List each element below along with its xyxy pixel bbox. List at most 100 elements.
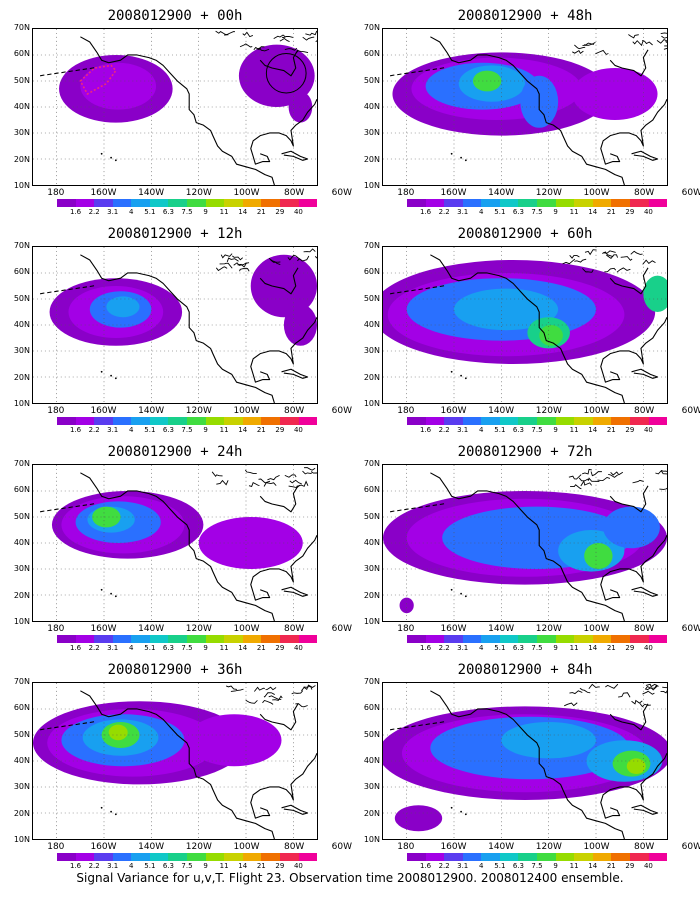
colorbar-level: 21: [256, 644, 266, 652]
island-outline: [582, 41, 596, 46]
island-outline: [263, 692, 275, 698]
colorbar-swatch: [298, 417, 318, 425]
variance-contour: [603, 506, 660, 549]
aleutian-island: [390, 74, 395, 77]
island-outline: [245, 699, 258, 704]
coastline-cuba: [281, 368, 309, 379]
map-canvas: [383, 465, 667, 621]
island-outline: [602, 251, 614, 258]
lat-label: 50N: [13, 75, 30, 85]
lon-label: 120W: [535, 842, 562, 852]
island-outline: [288, 484, 301, 488]
island-outline: [660, 690, 667, 694]
variance-contour: [572, 68, 658, 121]
lon-label: 100W: [233, 188, 260, 198]
colorbar-level: 1.6: [419, 862, 432, 870]
colorbar-level: 1.6: [419, 208, 432, 216]
colorbar-swatch: [112, 635, 132, 643]
lon-label: 80W: [633, 406, 655, 416]
island-outline: [642, 690, 655, 695]
colorbar-swatch: [205, 199, 225, 207]
colorbar-swatch: [242, 635, 262, 643]
colorbar-level: 5.1: [494, 644, 506, 652]
lat-label: 60N: [13, 703, 30, 713]
island-outline: [279, 37, 290, 43]
colorbar-level: 2.2: [88, 426, 100, 434]
colorbar-swatch: [629, 417, 649, 425]
colorbar-swatch: [75, 635, 95, 643]
hawaii-island: [114, 377, 117, 380]
island-outline: [258, 478, 271, 484]
island-outline: [631, 699, 643, 705]
colorbar-swatch: [168, 635, 188, 643]
colorbar-swatch: [187, 417, 206, 425]
island-outline: [239, 43, 253, 48]
variance-contour: [92, 506, 121, 528]
island-outline: [590, 471, 602, 477]
colorbar-swatch: [611, 417, 630, 425]
colorbar-level: 4: [129, 208, 134, 216]
island-outline: [216, 479, 229, 486]
forecast-panel: 2008012900 + 12h 70N 60N 50N 40N 30N 20N 10N 1…: [0, 218, 352, 436]
island-outline: [295, 50, 309, 54]
lat-label: 30N: [363, 782, 380, 792]
island-outline: [588, 683, 600, 689]
colorbar-level: 6.3: [162, 426, 174, 434]
colorbar-level: 21: [606, 862, 616, 870]
lon-label: 100W: [583, 842, 610, 852]
colorbar-level: 11: [219, 862, 229, 870]
lon-label: 80W: [633, 188, 655, 198]
variance-contour: [106, 296, 140, 318]
lat-label: 10N: [13, 617, 30, 626]
lon-label: 160W: [90, 624, 117, 634]
colorbar-level: 7.5: [531, 862, 543, 870]
aleutian-island: [61, 507, 66, 510]
coastline-pacific: [80, 472, 275, 621]
variance-contour: [643, 275, 667, 312]
colorbar-level: 40: [643, 426, 653, 434]
lon-label: 120W: [185, 188, 212, 198]
aleutian-island: [397, 291, 402, 294]
colorbar-level: 5.1: [144, 644, 156, 652]
lon-label: 160W: [440, 624, 467, 634]
lat-label: 50N: [363, 729, 380, 739]
lat-label: 40N: [363, 320, 380, 329]
colorbar-swatch: [187, 199, 206, 207]
colorbar-swatch: [407, 417, 426, 425]
colorbar-level: 29: [625, 644, 635, 652]
forecast-panel: 2008012900 + 84h 70N 60N 50N 40N 30N 20N 10N 1…: [350, 654, 700, 872]
aleutian-island: [411, 289, 416, 292]
island-outline: [256, 47, 270, 52]
aleutian-island: [411, 71, 416, 74]
colorbar-swatch: [279, 853, 299, 861]
colorbar-level: 21: [256, 208, 266, 216]
colorbar-swatch: [205, 635, 225, 643]
lat-label: 50N: [13, 729, 30, 739]
island-outline: [215, 30, 229, 36]
lon-label: 100W: [583, 624, 610, 634]
lat-label: 10N: [13, 399, 30, 408]
island-outline: [562, 258, 576, 265]
lat-label: 40N: [13, 756, 30, 765]
aleutian-island: [390, 292, 395, 295]
island-outline: [604, 267, 617, 273]
island-outline: [265, 686, 277, 691]
colorbar-swatch: [574, 417, 593, 425]
lon-label: 160W: [90, 188, 117, 198]
colorbar-level: 3.1: [457, 644, 469, 652]
lon-label: 60W: [681, 624, 700, 634]
island-outline: [248, 481, 260, 487]
lon-label: 80W: [283, 624, 305, 634]
colorbar-level: 9: [553, 644, 558, 652]
colorbar-swatch: [205, 853, 225, 861]
colorbar-level: 4: [479, 208, 484, 216]
island-outline: [268, 257, 281, 263]
hawaii-island: [464, 813, 467, 816]
colorbar-level: 29: [625, 208, 635, 216]
hawaii-island: [450, 152, 453, 155]
colorbar-swatch: [75, 417, 95, 425]
island-outline: [302, 470, 312, 475]
colorbar-level: 5.1: [144, 862, 156, 870]
panel-title: 2008012900 + 48h: [457, 8, 593, 24]
lat-label: 50N: [363, 293, 380, 303]
